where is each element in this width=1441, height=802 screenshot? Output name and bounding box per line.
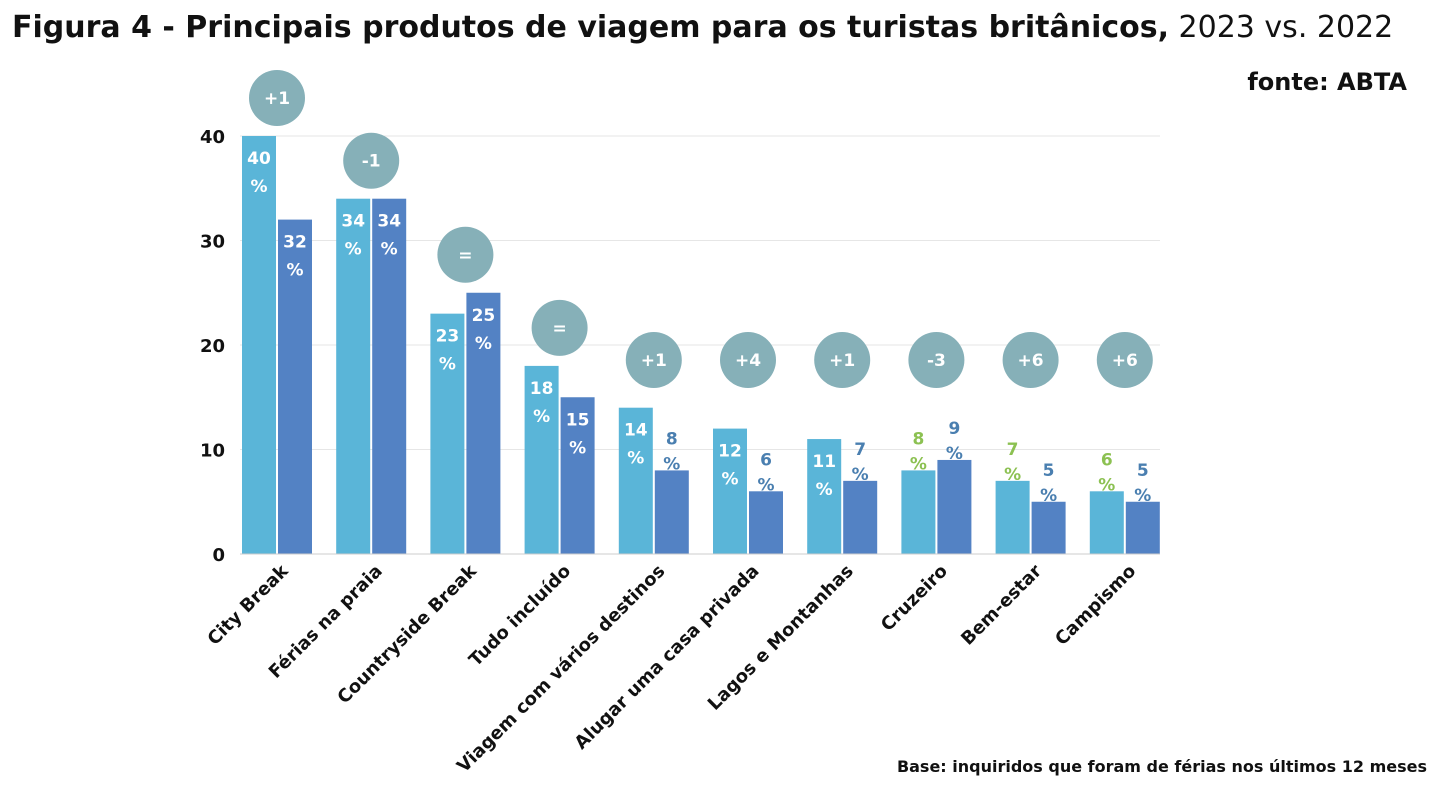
chart-title-main: Figura 4 - Principais produtos de viagem… (12, 10, 1169, 45)
data-label-2022-unit: % (381, 240, 398, 260)
change-label: +1 (264, 89, 290, 109)
bar-2023 (524, 365, 559, 554)
bar-2022 (1125, 501, 1160, 554)
bar-2022 (1031, 501, 1066, 554)
change-bubble (249, 70, 305, 126)
change-bubble (1002, 332, 1059, 388)
data-label-2023-unit: % (1098, 475, 1115, 495)
change-bubble (625, 332, 682, 388)
data-label-2022: 7 (854, 440, 866, 460)
data-label-2023-unit: % (250, 177, 267, 197)
data-label-2022-unit: % (286, 261, 303, 281)
bar-2023 (995, 480, 1030, 554)
data-label-2022-unit: % (946, 444, 963, 464)
change-label: +6 (1018, 351, 1044, 371)
data-label-2023-unit: % (1004, 465, 1021, 485)
data-label-2023-unit: % (627, 449, 644, 469)
data-label-2022-unit: % (1134, 486, 1151, 506)
bar-2022 (372, 198, 407, 554)
base-note: Base: inquiridos que foram de férias nos… (896, 757, 1427, 776)
bar-2022 (749, 491, 783, 554)
data-label-2022: 8 (666, 429, 678, 449)
change-bubble (437, 226, 494, 283)
x-category-label: City Break (204, 560, 294, 650)
data-label-2022-unit: % (757, 475, 774, 495)
source-label: fonte: ABTA (1247, 68, 1407, 96)
y-tick-label: 0 (212, 545, 225, 566)
data-label-2023-unit: % (816, 480, 833, 500)
data-label-2022: 5 (1043, 461, 1055, 481)
data-label-2023-unit: % (345, 240, 362, 260)
bar-2023 (807, 439, 842, 554)
data-label-2022: 5 (1137, 461, 1149, 481)
change-label: = (552, 319, 566, 339)
data-label-2022: 6 (760, 450, 772, 470)
change-bubble (531, 299, 588, 356)
data-label-2023: 7 (1007, 440, 1019, 460)
bar-2023 (242, 136, 276, 554)
data-label-2023: 34 (341, 212, 365, 232)
x-category-label: Cruzeiro (877, 561, 952, 636)
x-category-label: Campismo (1051, 561, 1140, 650)
data-label-2023-unit: % (439, 355, 456, 375)
data-label-2023: 40 (247, 149, 271, 169)
data-label-2023: 14 (624, 421, 648, 441)
chart-title-years: 2023 vs. 2022 (1178, 10, 1394, 45)
change-label: +1 (829, 351, 855, 371)
x-category-label: Alugar uma casa privada (571, 561, 764, 754)
y-tick-label: 40 (200, 127, 225, 148)
data-label-2023: 6 (1101, 450, 1113, 470)
change-bubble (720, 332, 776, 388)
data-label-2023-unit: % (910, 454, 927, 474)
data-label-2023: 23 (436, 327, 460, 347)
x-category-label: Viagem com vários destinos (453, 561, 669, 777)
data-label-2022-unit: % (1040, 486, 1057, 506)
bar-2022 (843, 480, 878, 554)
change-label: -1 (362, 152, 381, 172)
data-label-2023: 12 (718, 442, 742, 462)
y-tick-label: 30 (200, 232, 225, 253)
data-label-2022: 34 (377, 212, 401, 232)
y-tick-label: 10 (200, 441, 225, 462)
data-label-2022-unit: % (852, 465, 869, 485)
bar-2023 (1089, 491, 1124, 554)
change-label: +6 (1112, 351, 1138, 371)
data-label-2023: 18 (530, 379, 554, 399)
data-label-2022: 25 (472, 306, 496, 326)
change-bubble (814, 332, 871, 388)
data-label-2022: 32 (283, 233, 307, 253)
bar-2023 (901, 470, 936, 554)
data-label-2023-unit: % (721, 470, 738, 490)
data-label-2022-unit: % (663, 454, 680, 474)
data-label-2023-unit: % (533, 407, 550, 427)
bar-2022 (278, 219, 312, 554)
change-bubble (1096, 332, 1153, 388)
bar-2022 (560, 397, 595, 554)
x-category-label: Tudo incluído (465, 561, 575, 671)
data-label-2022-unit: % (569, 438, 586, 458)
change-label: = (458, 246, 472, 266)
bar-2022 (466, 292, 501, 554)
data-label-2023: 8 (912, 429, 924, 449)
bar-2023 (618, 407, 653, 554)
data-label-2022-unit: % (475, 334, 492, 354)
change-label: +4 (735, 351, 761, 371)
data-label-2022: 15 (566, 410, 590, 430)
chart-title: Figura 4 - Principais produtos de viagem… (12, 8, 1432, 48)
data-label-2022: 9 (948, 419, 960, 439)
x-category-label: Bem-estar (957, 561, 1046, 650)
change-label: -3 (927, 351, 946, 371)
bar-2023 (713, 428, 747, 554)
change-label: +1 (641, 351, 667, 371)
bar-2023 (430, 313, 465, 554)
change-bubble (343, 132, 400, 189)
bar-2022 (937, 459, 972, 554)
y-tick-label: 20 (200, 336, 225, 357)
data-label-2023: 11 (812, 452, 836, 472)
bar-2023 (336, 198, 371, 554)
change-bubble (908, 332, 965, 388)
bar-2022 (654, 470, 689, 554)
